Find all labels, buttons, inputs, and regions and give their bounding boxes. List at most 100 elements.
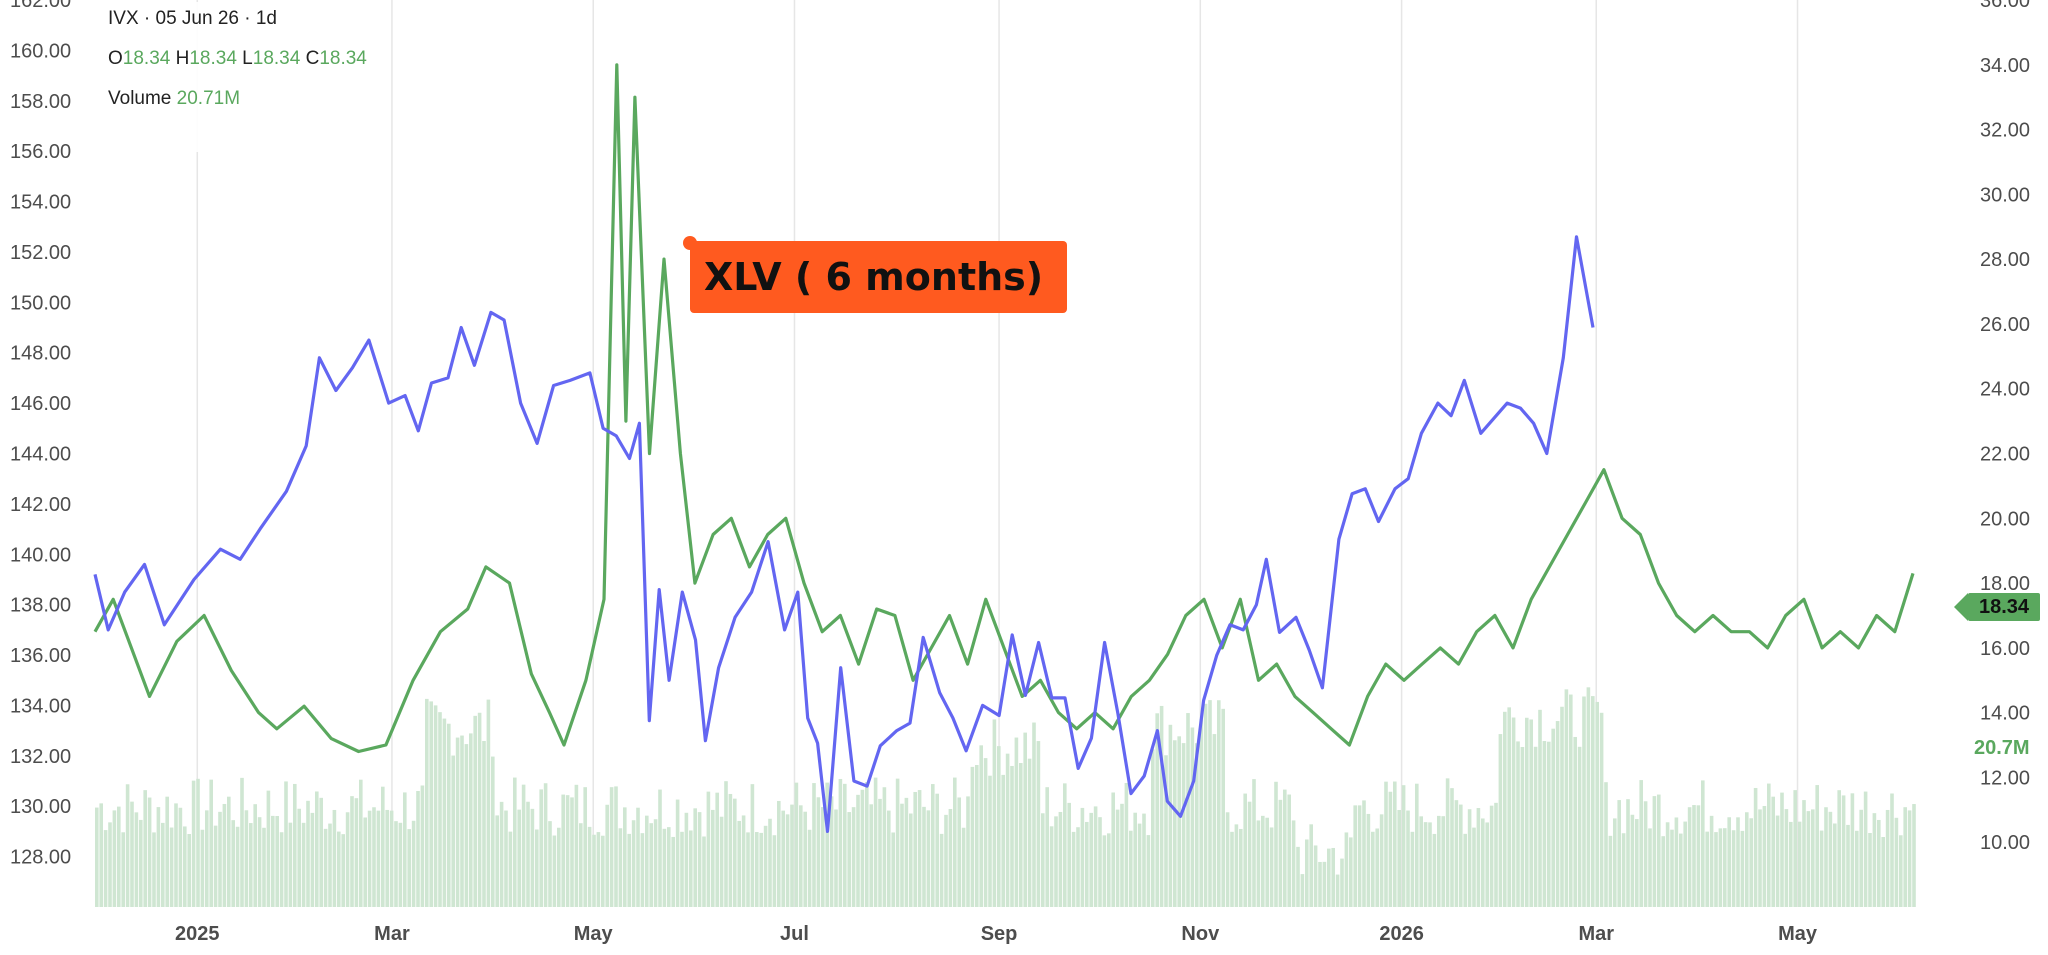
volume-bar (1745, 812, 1749, 907)
volume-bar (1516, 741, 1520, 907)
volume-bar (1393, 781, 1397, 907)
volume-bar (983, 758, 988, 907)
volume-bar (323, 828, 328, 907)
volume-bar (834, 809, 838, 907)
volume-bar (1833, 823, 1837, 907)
volume-bar (332, 809, 337, 907)
legend-panel (104, 2, 344, 152)
volume-bar (1828, 811, 1833, 907)
x-tick-label: 2025 (175, 923, 220, 945)
volume-bar (728, 793, 733, 907)
volume-bar (1291, 820, 1296, 907)
volume-bar (816, 797, 821, 907)
volume-bar (1195, 743, 1199, 907)
volume-bar (1005, 753, 1010, 907)
volume-bar (345, 812, 350, 907)
volume-bar (420, 785, 425, 907)
volume-bar (271, 815, 275, 907)
volume-bar (499, 801, 504, 907)
volume-bar (711, 809, 715, 907)
xlv-series-line (93, 235, 1595, 833)
volume-bar (1089, 812, 1093, 907)
volume-bar (200, 829, 205, 907)
volume-bar (99, 803, 103, 907)
volume-bar (1098, 817, 1102, 907)
volume-bar (1604, 782, 1608, 907)
volume-bar (341, 834, 345, 907)
volume-bar (451, 755, 455, 907)
volume-bar (843, 783, 847, 907)
volume-bar (860, 789, 865, 907)
volume-bar (917, 790, 922, 907)
volume-bar (944, 814, 948, 907)
left-tick-label: 132.00 (10, 746, 71, 768)
volume-bar (1190, 727, 1195, 907)
left-tick-label: 140.00 (10, 544, 71, 566)
volume-bar (667, 827, 671, 907)
volume-bar (587, 826, 592, 907)
volume-bar (337, 831, 341, 907)
volume-bar (1032, 722, 1036, 907)
volume-bar (1366, 813, 1371, 907)
volume-bar (1560, 706, 1564, 907)
volume-bar (970, 766, 975, 907)
volume-bar (495, 815, 499, 907)
volume-bar (1247, 801, 1252, 907)
volume-bar (284, 781, 288, 907)
volume-bar (724, 781, 728, 907)
volume-bar (645, 815, 649, 907)
open-value: 18.34 (122, 48, 171, 69)
volume-bar (618, 828, 623, 907)
volume-bar (139, 819, 143, 907)
volume-bar (548, 821, 552, 907)
volume-bar (1027, 758, 1032, 907)
volume-bar (1529, 719, 1533, 907)
right-tick-label: 26.00 (1980, 314, 2030, 336)
volume-bar (1344, 832, 1349, 907)
volume-bar (372, 807, 376, 907)
left-tick-label: 128.00 (10, 847, 71, 869)
left-tick-label: 150.00 (10, 292, 71, 314)
volume-bar (103, 830, 108, 907)
volume-bar (1208, 700, 1212, 907)
volume-bar (1459, 804, 1463, 907)
volume-bar (1349, 837, 1353, 907)
volume-bar (1705, 831, 1709, 907)
volume-bar (803, 811, 807, 907)
volume-bar (777, 800, 781, 907)
volume-bar (1423, 822, 1428, 907)
volume-bar (1384, 781, 1388, 907)
volume-bar (350, 796, 354, 907)
volume-bar (1252, 779, 1256, 907)
left-axis: 162.00 160.00 158.00 156.00 154.00 152.00 150.… (10, 0, 71, 869)
volume-bar (693, 808, 697, 907)
volume-bar (1335, 874, 1340, 907)
volume-bar (1212, 734, 1217, 907)
volume-bar (403, 792, 407, 907)
volume-bar (1049, 826, 1054, 907)
volume-bar (1379, 814, 1384, 907)
volume-bar (389, 810, 394, 907)
volume-bar (1454, 800, 1459, 907)
volume-bar (147, 797, 152, 907)
volume-bar (1489, 805, 1494, 907)
volume-bar (799, 805, 803, 907)
volume-bar (1318, 861, 1322, 907)
volume-bar (1261, 815, 1265, 907)
volume-bar (205, 810, 209, 907)
volume-bar (1573, 736, 1577, 907)
volume-bar (1428, 822, 1432, 907)
volume-bar (623, 807, 627, 907)
volume-bar (1221, 708, 1225, 907)
volume-bar (865, 782, 869, 907)
volume-bar (1780, 792, 1784, 907)
volume-bar (1503, 711, 1507, 907)
volume-bar (253, 804, 257, 907)
annotation-label[interactable]: XLV ( 6 months) (690, 241, 1067, 313)
volume-bar (1881, 836, 1885, 907)
volume-bar (821, 807, 825, 907)
volume-bar (1362, 800, 1366, 907)
volume-bar (939, 833, 944, 907)
right-axis: 36.00 34.00 32.00 30.00 28.00 26.00 24.00 22.00… (1980, 0, 2030, 854)
volume-bar (966, 796, 970, 907)
